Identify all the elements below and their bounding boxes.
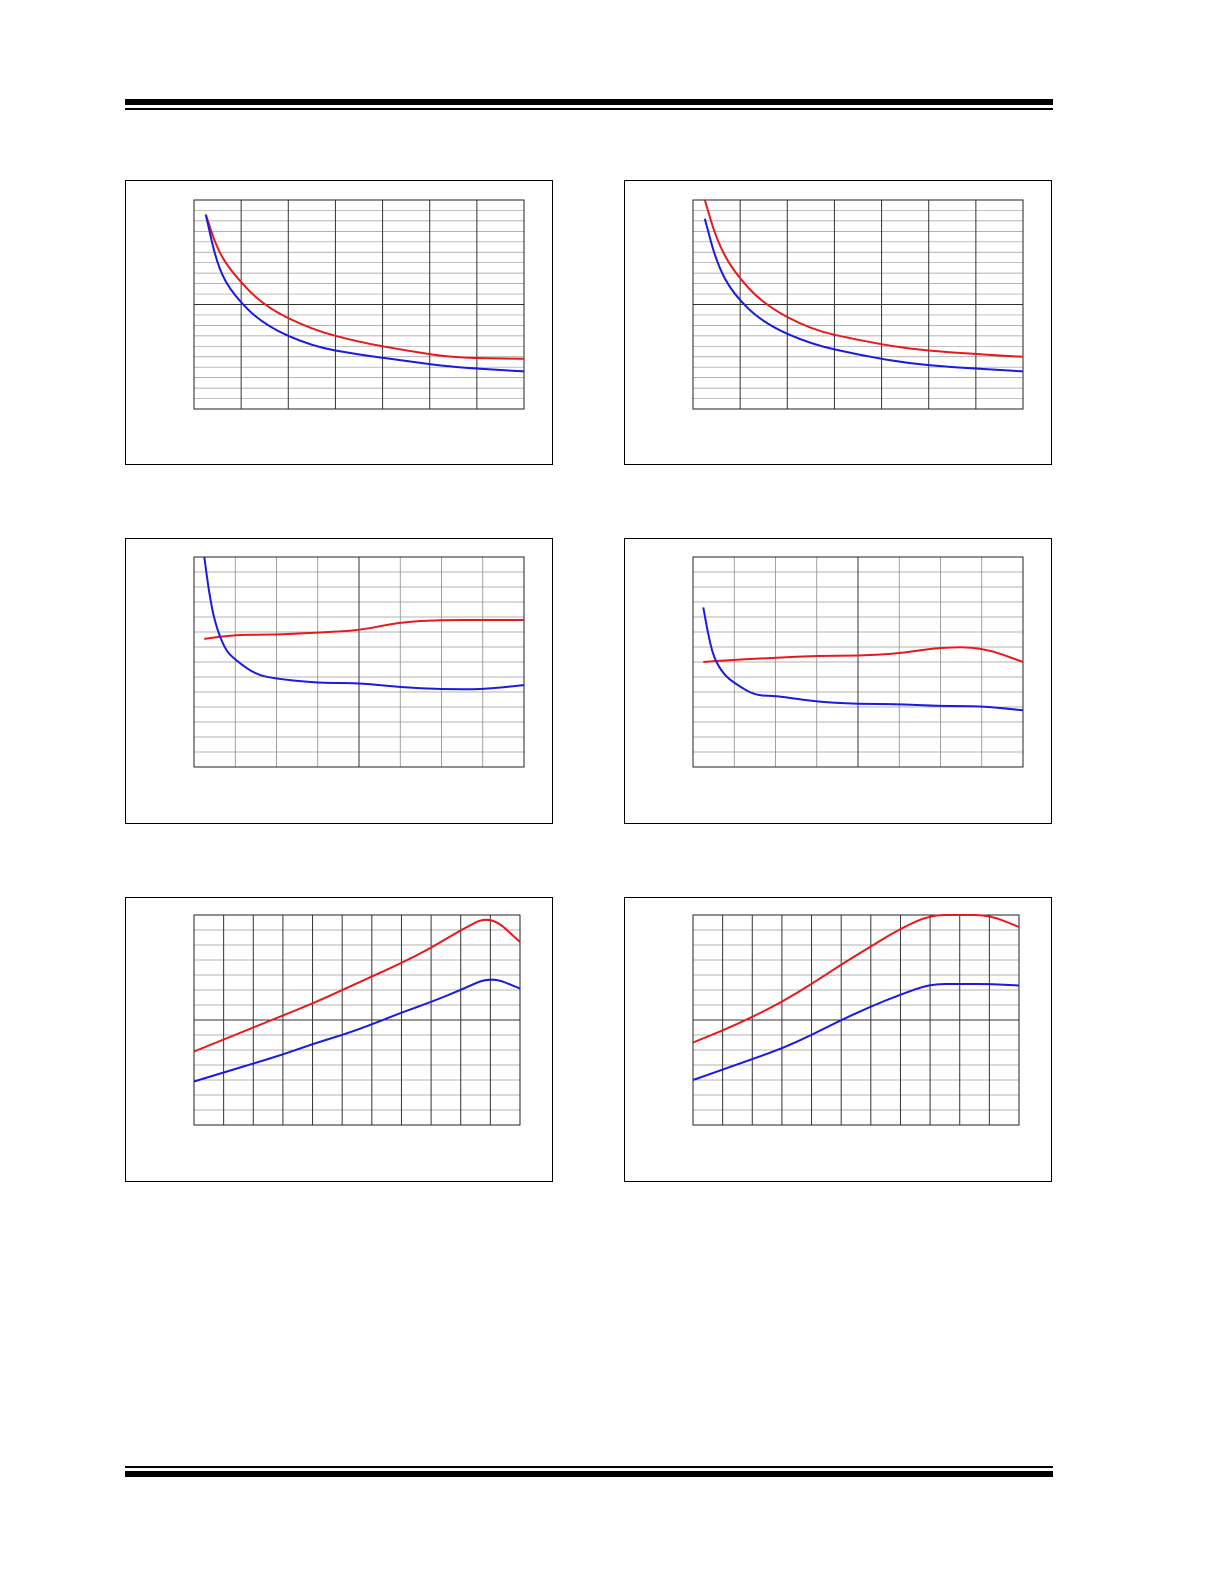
series-line-2 <box>193 978 521 1083</box>
series-line-2 <box>203 556 525 691</box>
plot-area-border <box>193 199 525 410</box>
footer-rule-thick <box>125 1471 1053 1477</box>
chart-5-svg <box>193 914 521 1126</box>
plot-area-border <box>193 556 525 768</box>
series-line-1 <box>703 199 1024 358</box>
series-line-1 <box>193 918 521 1053</box>
chart-panel-4 <box>624 538 1052 824</box>
plot-area-border <box>692 199 1024 410</box>
series-line-1 <box>204 619 524 640</box>
series-line-2 <box>692 983 1020 1081</box>
chart-1-svg <box>193 199 525 410</box>
series-line-1 <box>703 646 1024 663</box>
header-rule-thin <box>125 108 1053 110</box>
series-line-1 <box>204 214 525 360</box>
chart-6-svg <box>692 914 1020 1126</box>
chart-panel-3 <box>125 538 553 824</box>
series-line-2 <box>702 607 1024 712</box>
series-line-2 <box>703 218 1024 373</box>
header-rule-thick <box>125 99 1053 105</box>
plot-area-border <box>692 914 1020 1126</box>
chart-3-svg <box>193 556 525 768</box>
chart-2-svg <box>692 199 1024 410</box>
chart-panel-6 <box>624 897 1052 1182</box>
footer-rule-thin <box>125 1466 1053 1468</box>
chart-4-svg <box>692 556 1024 768</box>
chart-panel-1 <box>125 180 553 465</box>
chart-panel-2 <box>624 180 1052 465</box>
series-line-1 <box>692 914 1020 1044</box>
plot-area-border <box>193 914 521 1126</box>
series-line-2 <box>204 214 525 373</box>
chart-panel-5 <box>125 897 553 1182</box>
